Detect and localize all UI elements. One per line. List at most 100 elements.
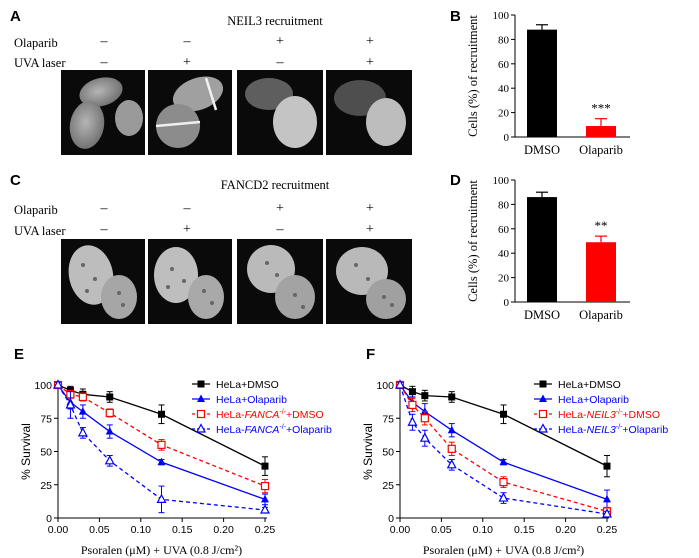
y-tick-label: 75 <box>382 413 394 425</box>
x-tick-label: 0.10 <box>473 524 494 536</box>
data-point <box>446 459 457 469</box>
y-tick-label: 75 <box>40 413 52 425</box>
data-point <box>260 481 270 491</box>
survival-chart-e: 0 25 50 75 100 0.00 0.05 0.10 0.15 0.20 0.25 % Surv… <box>20 379 332 557</box>
panel-a-sign: – <box>276 55 284 70</box>
series-line <box>57 384 266 511</box>
y-tick-label: 20 <box>498 108 510 120</box>
panel-label-d: D <box>450 172 461 189</box>
data-point <box>156 493 167 503</box>
series-line <box>399 384 608 512</box>
panel-label-a: A <box>10 8 21 25</box>
data-point <box>261 462 269 470</box>
y-tick-label: 80 <box>498 34 510 46</box>
micrograph-neil3-olaparib-laser <box>326 70 412 155</box>
series-3 <box>53 379 270 514</box>
survival-chart-f: 0 25 50 75 100 0.00 0.05 0.10 0.15 0.20 0.25 % Surv… <box>362 379 668 557</box>
data-point <box>498 492 509 502</box>
y-tick-label: 60 <box>498 224 510 236</box>
series-line <box>399 384 608 515</box>
legend-label: HeLa-FANCA-/-+DMSO <box>216 409 324 421</box>
micrograph-neil3-dmso-no-laser <box>61 70 145 155</box>
significance-label: ** <box>595 218 608 233</box>
panel-a-sign: + <box>276 34 284 49</box>
x-tick-label: DMSO <box>524 308 560 322</box>
y-tick-label: 100 <box>493 175 510 187</box>
data-point <box>447 425 456 434</box>
series-line <box>57 384 266 500</box>
data-point <box>196 409 206 419</box>
panel-a-sign: – <box>183 34 191 49</box>
y-tick-label: 25 <box>382 480 394 492</box>
x-tick-label: 0.25 <box>255 524 276 536</box>
y-tick-label: 25 <box>40 480 52 492</box>
y-tick-label: 0 <box>504 297 510 309</box>
data-point <box>260 504 270 514</box>
bar-dmso <box>527 29 557 137</box>
bar-olaparib <box>586 242 616 302</box>
panel-c-sign: + <box>366 222 374 237</box>
micrograph-fancd2-olaparib-laser <box>326 239 412 324</box>
legend-label: HeLa+Olaparib <box>216 394 287 406</box>
panel-c-sign: – <box>100 222 108 237</box>
panel-label-f: F <box>366 346 376 363</box>
data-point <box>196 423 206 433</box>
y-tick-label: 40 <box>498 83 510 95</box>
micrograph-fancd2-dmso-no-laser <box>61 239 145 324</box>
data-point <box>408 388 416 396</box>
data-point <box>261 494 269 503</box>
x-tick-label: 0.05 <box>431 524 452 536</box>
data-point <box>157 457 166 466</box>
series-line <box>399 384 608 500</box>
significance-label: *** <box>591 101 611 116</box>
data-point <box>157 440 166 449</box>
data-point <box>421 392 429 400</box>
x-tick-label: 0.10 <box>131 524 152 536</box>
data-point <box>105 427 114 435</box>
data-point <box>197 380 205 388</box>
x-tick-label: 0.25 <box>597 524 618 536</box>
legend-label: HeLa+DMSO <box>558 379 621 391</box>
panel-a-title: NEIL3 recruitment <box>227 14 323 28</box>
panel-c-sign: – <box>100 201 108 216</box>
y-tick-label: 80 <box>498 199 510 211</box>
series-0 <box>396 381 611 478</box>
x-tick-label: 0.15 <box>172 524 193 536</box>
legend-label: HeLa-FANCA-/-+Olaparib <box>216 424 332 436</box>
data-point <box>407 416 418 426</box>
y-tick-label: 40 <box>498 248 510 260</box>
data-point <box>420 407 429 415</box>
data-point <box>539 380 547 388</box>
data-point <box>104 455 115 465</box>
y-axis-label: Cells (%) of recruitment <box>466 15 480 137</box>
data-point <box>78 407 87 415</box>
data-point <box>78 392 87 402</box>
panel-c-sign: – <box>183 201 191 216</box>
data-point <box>603 494 611 503</box>
panel-c-olaparib-label: Olaparib <box>14 203 58 217</box>
y-tick-label: 100 <box>376 380 394 392</box>
x-tick-label: 0.15 <box>514 524 535 536</box>
data-point <box>420 414 429 423</box>
y-tick-label: 20 <box>498 273 510 285</box>
data-point <box>419 432 430 442</box>
y-axis-label: Cells (%) of recruitment <box>466 180 480 302</box>
panel-c-title: FANCD2 recruitment <box>220 178 330 192</box>
x-tick-label: 0.00 <box>390 524 411 536</box>
panel-label-c: C <box>10 172 21 189</box>
y-tick-label: 0 <box>504 132 510 144</box>
data-point <box>77 427 88 437</box>
micrograph-fancd2-olaparib-no-laser <box>237 239 323 324</box>
panel-a-sign: + <box>366 55 374 70</box>
panel-a-olaparib-label: Olaparib <box>14 36 58 50</box>
y-tick-label: 0 <box>46 513 52 525</box>
data-point <box>105 408 114 418</box>
micrograph-neil3-olaparib-no-laser <box>237 70 323 155</box>
data-point <box>448 393 456 401</box>
data-point <box>539 394 547 402</box>
data-point <box>158 410 165 418</box>
data-point <box>538 423 548 433</box>
data-point <box>447 444 456 453</box>
panel-a-sign: – <box>100 34 108 49</box>
x-axis-label: Psoralen (μM) + UVA (0.8 J/cm²) <box>81 543 242 557</box>
